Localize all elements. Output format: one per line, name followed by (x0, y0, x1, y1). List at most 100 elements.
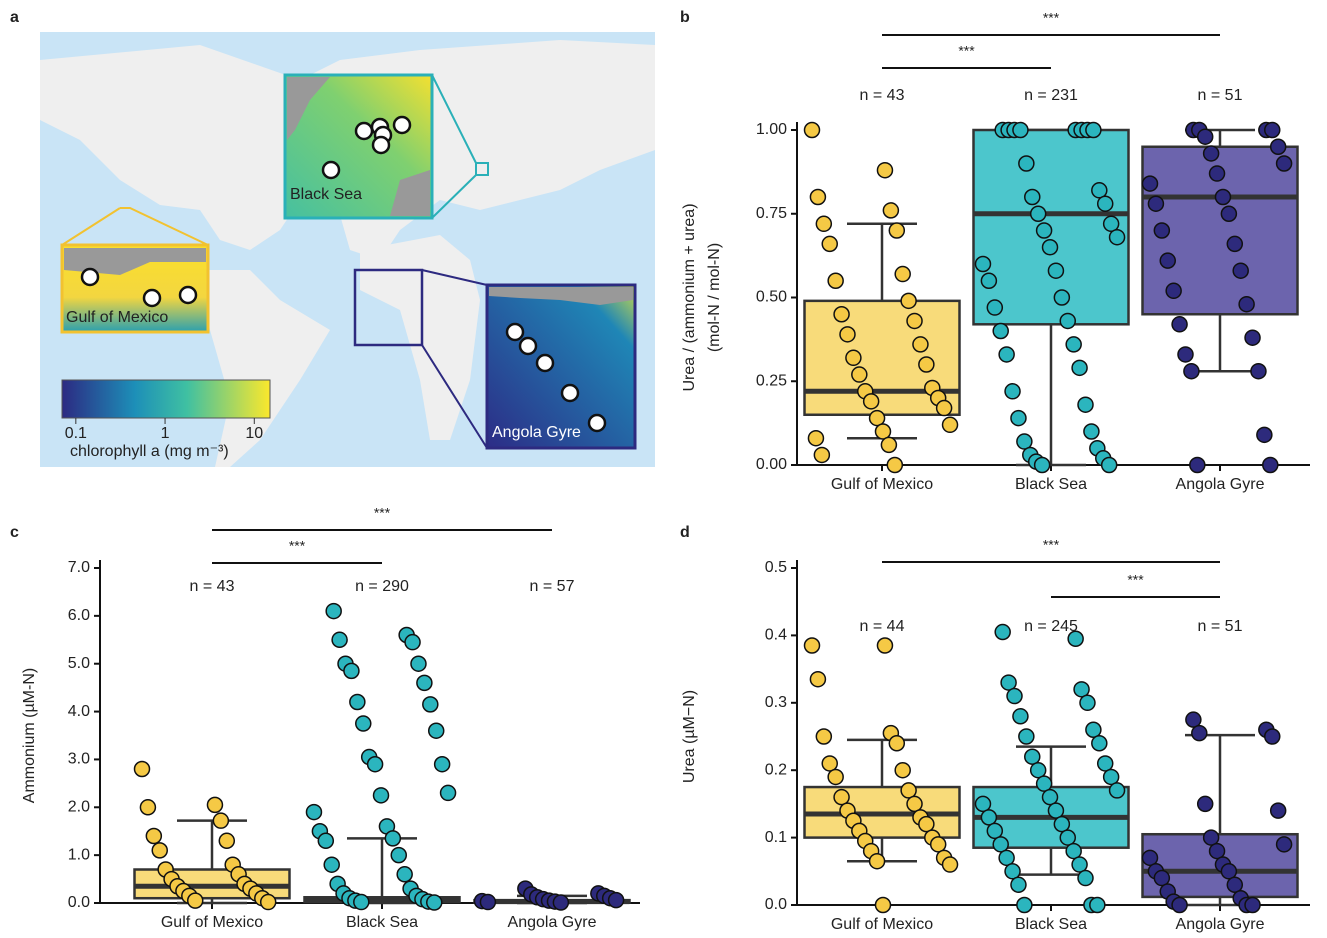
data-point (397, 867, 412, 882)
data-point (1019, 156, 1034, 171)
data-point (1265, 729, 1280, 744)
y-tick-label: 0.2 (765, 761, 787, 778)
y-tick-label: 0.3 (765, 694, 787, 711)
data-point (429, 723, 444, 738)
y-tick-label: 7.0 (68, 559, 90, 576)
data-point (1007, 689, 1022, 704)
significance-label: *** (1127, 572, 1144, 588)
data-point (1233, 263, 1248, 278)
x-tick-label: Gulf of Mexico (831, 916, 933, 933)
n-label: n = 44 (860, 618, 905, 635)
data-point (411, 656, 426, 671)
data-point (943, 857, 958, 872)
data-point (368, 757, 383, 772)
data-point (1265, 123, 1280, 138)
inset-label: Black Sea (290, 186, 362, 203)
data-point (1221, 206, 1236, 221)
data-point (1090, 898, 1105, 913)
data-point (889, 736, 904, 751)
y-tick-label: 5.0 (68, 655, 90, 672)
data-point (810, 672, 825, 687)
data-point (987, 300, 1002, 315)
panel-label: c (10, 524, 19, 541)
y-tick-label: 0.00 (756, 456, 787, 473)
data-point (1037, 776, 1052, 791)
data-point (808, 431, 823, 446)
data-point (1054, 290, 1069, 305)
data-point (188, 893, 203, 908)
data-point (895, 763, 910, 778)
data-point (1072, 360, 1087, 375)
data-point (1102, 458, 1117, 473)
data-point (324, 857, 339, 872)
n-label: n = 43 (860, 87, 905, 104)
data-point (261, 895, 276, 910)
data-point (1104, 769, 1119, 784)
y-tick-label: 2.0 (68, 799, 90, 816)
data-point (1245, 330, 1260, 345)
y-axis-label: Ammonium (µM-N) (21, 668, 38, 803)
data-point (1054, 817, 1069, 832)
data-point (919, 357, 934, 372)
n-label: n = 43 (190, 578, 235, 595)
data-point (1271, 803, 1286, 818)
significance-label: *** (1043, 537, 1060, 553)
data-point (828, 769, 843, 784)
n-label: n = 290 (355, 578, 409, 595)
data-point (840, 327, 855, 342)
n-label: n = 51 (1198, 618, 1243, 635)
data-point (1245, 898, 1260, 913)
data-point (1098, 196, 1113, 211)
data-point (480, 895, 495, 910)
data-point (326, 604, 341, 619)
inset-label: Angola Gyre (492, 424, 581, 441)
data-point (1215, 190, 1230, 205)
data-point (828, 273, 843, 288)
data-point (146, 829, 161, 844)
x-tick-label: Black Sea (1015, 476, 1087, 493)
n-label: n = 51 (1198, 87, 1243, 104)
y-tick-label: 0.75 (756, 205, 787, 222)
data-point (152, 843, 167, 858)
data-point (877, 163, 892, 178)
data-point (907, 313, 922, 328)
data-point (1086, 722, 1101, 737)
data-point (374, 788, 389, 803)
data-point (1172, 317, 1187, 332)
data-point (435, 757, 450, 772)
data-point (907, 796, 922, 811)
data-point (1143, 850, 1158, 865)
data-point (1068, 631, 1083, 646)
data-point (1210, 166, 1225, 181)
data-point (1025, 190, 1040, 205)
data-point (350, 695, 365, 710)
data-point (931, 837, 946, 852)
y-tick-label: 0.0 (765, 896, 787, 913)
data-point (427, 895, 442, 910)
data-point (919, 817, 934, 832)
data-point (1166, 283, 1181, 298)
data-point (609, 893, 624, 908)
x-tick-label: Angola Gyre (508, 914, 597, 931)
data-point (981, 810, 996, 825)
data-point (901, 293, 916, 308)
panel-label: a (10, 9, 19, 26)
significance-label: *** (374, 505, 391, 521)
data-point (1048, 803, 1063, 818)
data-point (1017, 898, 1032, 913)
data-point (1060, 830, 1075, 845)
n-label: n = 245 (1024, 618, 1078, 635)
data-point (999, 347, 1014, 362)
data-point (344, 663, 359, 678)
data-point (1160, 253, 1175, 268)
data-point (1186, 712, 1201, 727)
data-point (207, 797, 222, 812)
data-point (1098, 756, 1113, 771)
data-point (1025, 749, 1040, 764)
data-point (1204, 146, 1219, 161)
y-tick-label: 3.0 (68, 751, 90, 768)
data-point (1005, 864, 1020, 879)
x-tick-label: Black Sea (346, 914, 418, 931)
inset-label: Gulf of Mexico (66, 309, 168, 326)
data-point (1013, 123, 1028, 138)
